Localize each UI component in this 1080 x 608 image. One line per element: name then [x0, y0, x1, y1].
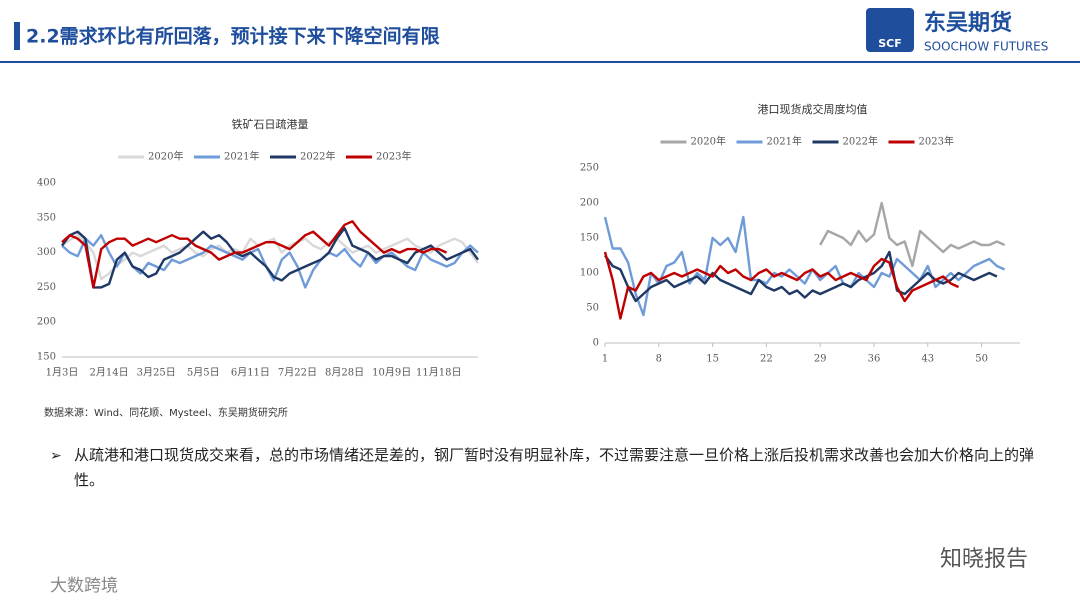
legend-label: 2020年	[148, 150, 183, 163]
x-tick-label: 50	[975, 354, 988, 365]
y-tick-label: 0	[593, 338, 599, 349]
chart-title: 港口现货成交周度均值	[758, 102, 868, 116]
x-tick-label: 6月11日	[231, 367, 270, 379]
series-line	[604, 250, 998, 303]
watermark: 大数跨境	[50, 576, 118, 596]
bullet-mark: ➢	[50, 448, 62, 464]
x-tick-label: 1月3日	[46, 367, 79, 379]
y-tick-label: 250	[580, 163, 599, 174]
legend-label: 2020年	[691, 135, 726, 148]
x-tick-label: 10月9日	[372, 367, 411, 379]
chart-title: 铁矿石日疏港量	[232, 117, 309, 131]
x-tick-label: 11月18日	[416, 367, 461, 379]
series-line	[61, 220, 448, 289]
slide-title: 2.2需求环比有所回落，预计接下来下降空间有限	[26, 25, 440, 48]
y-tick-label: 300	[37, 247, 56, 258]
y-tick-label: 250	[37, 282, 56, 293]
x-tick-label: 5月5日	[187, 367, 220, 379]
y-tick-label: 50	[586, 303, 599, 314]
y-tick-label: 400	[37, 178, 56, 189]
x-tick-label: 8月28日	[325, 367, 364, 379]
logo-sub: SOOCHOW FUTURES	[924, 40, 1048, 54]
bullet-text: 从疏港和港口现货成交来看，总的市场情绪还是差的，钢厂暂时没有明显补库，不过需要注…	[74, 446, 1035, 489]
y-tick-label: 200	[580, 198, 599, 209]
x-tick-label: 29	[814, 354, 827, 365]
title-bar	[14, 22, 20, 50]
legend-label: 2023年	[376, 150, 411, 163]
series-line	[603, 251, 959, 320]
x-tick-label: 22	[760, 354, 773, 365]
y-tick-label: 150	[37, 352, 56, 363]
x-tick-label: 36	[868, 354, 881, 365]
watermark: 知晓报告	[940, 547, 1028, 572]
x-tick-label: 8	[656, 354, 662, 365]
legend-label: 2021年	[224, 150, 259, 163]
legend-label: 2023年	[919, 135, 954, 148]
series-line	[61, 227, 479, 289]
x-tick-label: 15	[706, 354, 719, 365]
y-tick-label: 150	[580, 233, 599, 244]
y-tick-label: 350	[37, 212, 56, 223]
legend-label: 2022年	[300, 150, 335, 163]
y-tick-label: 200	[37, 317, 56, 328]
series-line	[819, 201, 1006, 268]
y-tick-label: 100	[580, 268, 599, 279]
logo-icon	[866, 8, 914, 52]
source: 数据来源：Wind、同花顺、Mysteel、东吴期货研究所	[44, 406, 288, 419]
x-tick-label: 2月14日	[90, 367, 129, 379]
logo-mark: SCF	[878, 37, 902, 50]
legend-label: 2021年	[767, 135, 802, 148]
series-line	[61, 234, 479, 281]
x-tick-label: 1	[602, 354, 608, 365]
x-tick-label: 3月25日	[137, 367, 176, 379]
x-tick-label: 7月22日	[278, 367, 317, 379]
series-line	[603, 215, 1006, 317]
logo-name: 东吴期货	[924, 10, 1012, 36]
x-tick-label: 43	[921, 354, 934, 365]
legend-label: 2022年	[843, 135, 878, 148]
